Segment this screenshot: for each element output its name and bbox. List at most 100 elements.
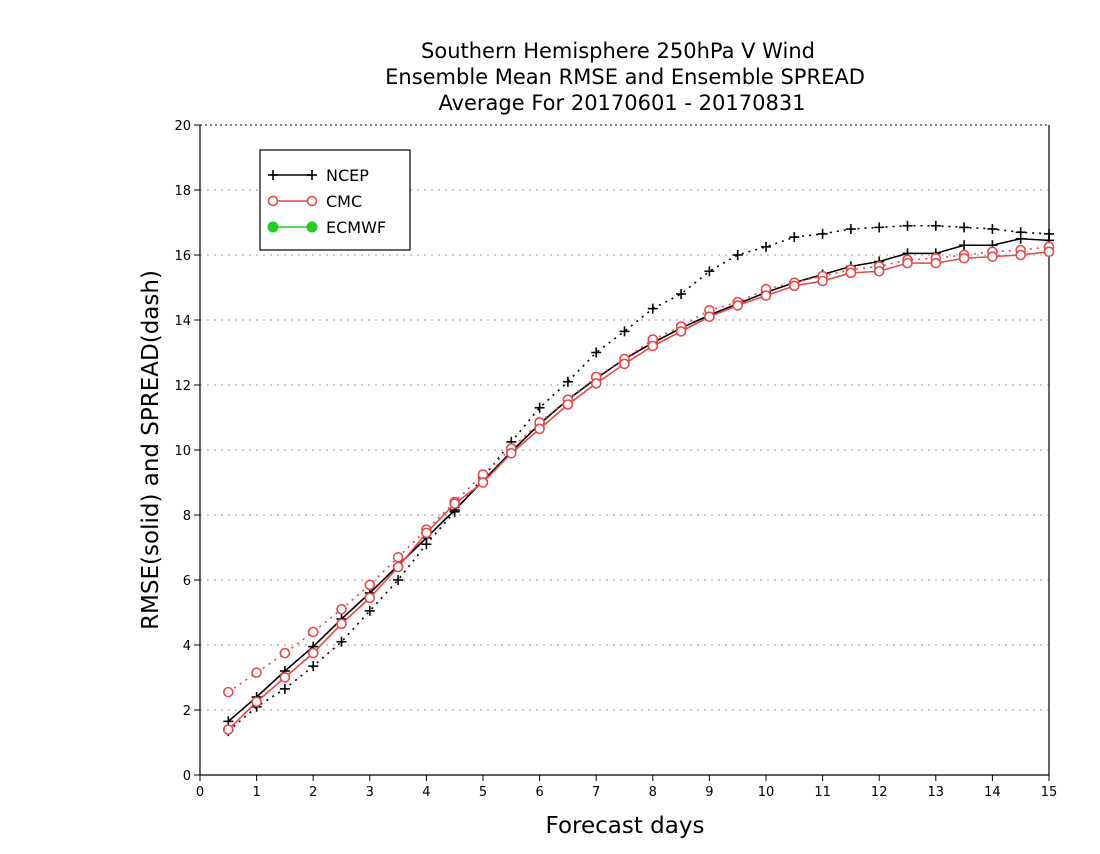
cmc-rmse-point xyxy=(562,399,574,410)
legend-marker-ecmwf xyxy=(306,221,318,233)
ncep-spread-point xyxy=(562,376,573,387)
y-tick-label: 8 xyxy=(183,509,191,524)
ncep-spread-point xyxy=(987,224,998,234)
ncep-spread-line xyxy=(227,224,1050,732)
legend-box xyxy=(259,149,411,251)
ncep-spread-point xyxy=(364,605,375,616)
ncep-spread-point xyxy=(789,232,800,243)
cmc-rmse-point xyxy=(534,423,545,435)
legend-marker-ecmwf xyxy=(267,221,279,233)
cmc-rmse-point xyxy=(421,527,432,539)
ncep-spread-point xyxy=(959,222,970,233)
x-tick-label: 11 xyxy=(814,785,831,800)
x-axis-label: Forecast days xyxy=(546,813,705,839)
ncep-spread-point xyxy=(930,220,941,231)
legend-label-cmc: CMC xyxy=(326,192,362,211)
ncep-spread-point xyxy=(845,224,856,234)
legend: NCEP CMC ECMWF xyxy=(259,149,411,251)
x-tick-label: 10 xyxy=(758,785,775,800)
cmc-rmse-point xyxy=(704,311,715,323)
chart-title: Southern Hemisphere 250hPa V Wind Ensemb… xyxy=(385,39,865,115)
cmc-rmse-point xyxy=(279,672,291,683)
cmc-rmse-point xyxy=(987,251,998,262)
x-tick-label: 6 xyxy=(535,785,543,800)
cmc-rmse-point xyxy=(477,477,489,488)
cmc-rmse-point xyxy=(788,280,800,292)
cmc-rmse-point xyxy=(958,252,970,264)
cmc-rmse-point xyxy=(1043,246,1055,258)
cmc-spread-point xyxy=(336,603,347,615)
legend-marker-cmc xyxy=(267,195,279,207)
cmc-rmse-point xyxy=(223,724,234,735)
x-tick-label: 8 xyxy=(649,785,657,800)
chart-title-line-3: Average For 20170601 - 20170831 xyxy=(438,91,805,115)
y-tick-label: 16 xyxy=(174,249,191,264)
legend-marker-ncep xyxy=(268,170,278,180)
cmc-spread-line xyxy=(227,246,1050,693)
ncep-rmse-point xyxy=(1015,233,1026,244)
cmc-rmse-point xyxy=(505,447,517,459)
cmc-rmse-point xyxy=(647,340,659,352)
x-tick-label: 1 xyxy=(252,785,260,800)
cmc-rmse-point xyxy=(251,696,262,708)
ncep-spread-point xyxy=(704,266,715,277)
cmc-rmse-point xyxy=(449,498,461,509)
ncep-spread-point xyxy=(393,575,404,585)
cmc-rmse-point xyxy=(1015,249,1027,261)
x-tick-label: 3 xyxy=(366,785,374,800)
ncep-spread-point xyxy=(308,661,319,672)
cmc-spread-point xyxy=(392,551,404,563)
chart-title-line-1: Southern Hemisphere 250hPa V Wind xyxy=(421,39,815,63)
y-tick-label: 20 xyxy=(174,119,191,134)
cmc-rmse-point xyxy=(590,378,602,389)
y-tick-label: 6 xyxy=(183,574,191,589)
cmc-rmse-point xyxy=(845,267,857,279)
y-tick-label: 0 xyxy=(183,769,191,784)
cmc-spread-point xyxy=(279,647,291,659)
cmc-rmse-point xyxy=(307,647,319,659)
cmc-rmse-point xyxy=(336,618,347,630)
y-tick-label: 10 xyxy=(174,444,191,459)
ncep-spread-point xyxy=(534,402,545,413)
cmc-rmse-point xyxy=(817,275,828,287)
x-tick-label: 5 xyxy=(479,785,487,800)
cmc-rmse-point xyxy=(930,257,942,269)
cmc-spread-point xyxy=(364,579,376,591)
ncep-spread-point xyxy=(732,250,743,260)
series-layer xyxy=(223,220,1055,737)
cmc-spread-point xyxy=(251,667,262,678)
x-tick-label: 9 xyxy=(705,785,713,800)
ncep-spread-point xyxy=(817,228,828,239)
ncep-rmse-point xyxy=(959,240,970,251)
cmc-rmse-line xyxy=(227,250,1050,731)
cmc-rmse-point xyxy=(873,265,885,277)
ncep-spread-point xyxy=(591,347,602,358)
legend-marker-ncep xyxy=(307,170,317,180)
x-tick-label: 13 xyxy=(928,785,945,800)
x-tick-label: 4 xyxy=(422,785,430,800)
cmc-spread-point xyxy=(307,626,319,638)
x-tick-label: 12 xyxy=(871,785,888,800)
ncep-spread-point xyxy=(647,303,658,314)
y-tick-label: 4 xyxy=(183,639,191,654)
cmc-rmse-point xyxy=(364,592,376,604)
ncep-spread-point xyxy=(336,636,347,647)
x-tick-label: 14 xyxy=(984,785,1001,800)
x-tick-label: 15 xyxy=(1041,785,1058,800)
legend-label-ecmwf: ECMWF xyxy=(326,218,386,237)
ncep-spread-point xyxy=(279,683,290,694)
chart-title-line-2: Ensemble Mean RMSE and Ensemble SPREAD xyxy=(385,65,865,89)
x-tick-label: 7 xyxy=(592,785,600,800)
ncep-spread-point xyxy=(676,289,687,299)
legend-marker-cmc xyxy=(306,195,318,207)
y-tick-label: 14 xyxy=(174,314,191,329)
y-axis-label: RMSE(solid) and SPREAD(dash) xyxy=(138,270,164,630)
ncep-spread-point xyxy=(761,241,771,252)
cmc-rmse-point xyxy=(619,358,630,370)
cmc-spread-point xyxy=(223,686,234,698)
cmc-rmse-point xyxy=(392,561,404,573)
ncep-spread-point xyxy=(874,222,885,233)
